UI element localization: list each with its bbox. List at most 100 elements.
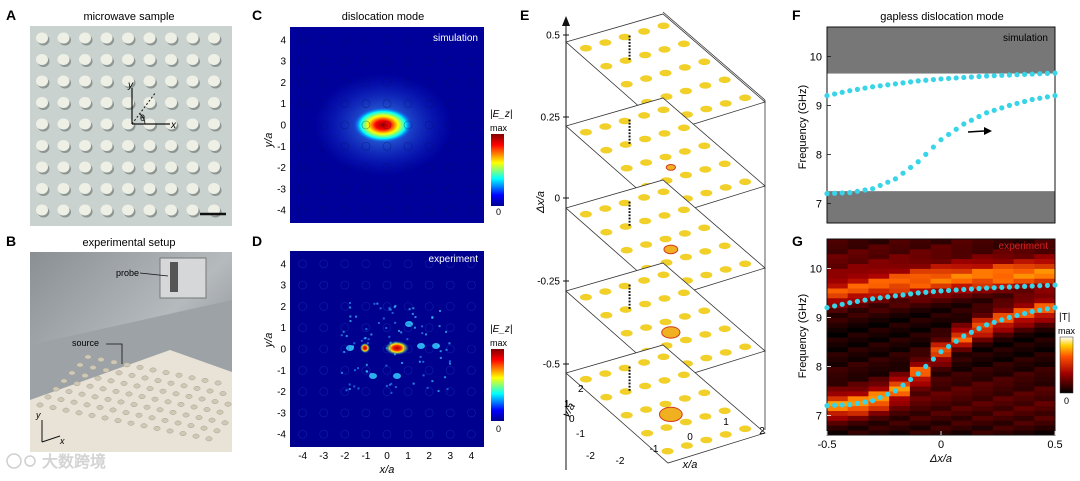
heatmap-cell [972, 278, 994, 284]
cbar-label-d: |E_z| [490, 324, 512, 335]
heatmap-cell [827, 268, 849, 274]
heatmap-cell [847, 263, 869, 269]
band-point [854, 86, 861, 92]
noise-pixel [340, 334, 343, 337]
band-point [877, 394, 883, 401]
heatmap-cell [972, 332, 994, 338]
band-point [953, 338, 959, 344]
noise-pixel [394, 321, 397, 324]
heatmap-cell [909, 239, 932, 245]
heatmap-cell [847, 405, 869, 411]
heatmap-cell [1013, 415, 1035, 421]
heatmap-cell [827, 258, 849, 264]
rod [718, 242, 731, 250]
band-point [885, 391, 891, 397]
band-point [999, 72, 1005, 78]
heatmap-cell [847, 415, 869, 421]
noise-pixel [376, 302, 379, 305]
heatmap-cell [889, 332, 911, 338]
heatmap-cell [930, 317, 952, 323]
rod [599, 123, 612, 130]
heatmap-cell [847, 410, 869, 416]
pillar [89, 365, 97, 371]
angle-arc [139, 113, 146, 125]
noise-pixel [389, 308, 392, 311]
band-point [946, 131, 952, 138]
heatmap-cell [951, 386, 973, 392]
band-point [961, 121, 967, 127]
heatmap-cell [930, 390, 952, 397]
heatmap-cell [909, 292, 932, 299]
rod-outline [361, 99, 371, 108]
rod-outline [298, 120, 307, 130]
band-point [824, 93, 830, 99]
rod-outline [424, 56, 434, 66]
rod-outline [467, 99, 476, 108]
heatmap-cell [1013, 327, 1035, 333]
heatmap-cell [1034, 405, 1056, 411]
rod [659, 69, 672, 77]
rod-outline [319, 259, 329, 269]
pillar [65, 389, 73, 395]
rod [700, 189, 713, 197]
x-tick-label-e: -2 [616, 456, 625, 467]
band-point [1044, 306, 1050, 312]
localized-mode-exp [385, 341, 409, 355]
x-tick-label-e: 1 [723, 417, 729, 428]
band-point [953, 287, 959, 293]
noise-pixel [385, 384, 388, 387]
noise-pixel [431, 380, 434, 383]
pillar [153, 425, 161, 431]
rod-outline [361, 163, 371, 172]
rod [678, 230, 691, 237]
rod-outline [467, 366, 476, 375]
heatmap-cell [827, 302, 849, 309]
rod-outline [467, 78, 476, 87]
heatmap-cell [951, 307, 973, 313]
pillar [130, 402, 138, 408]
heatmap-cell [992, 405, 1015, 411]
axis-y-label-b: y [35, 410, 41, 420]
pillar [159, 388, 167, 394]
heatmap-cell [847, 376, 869, 382]
pillar [79, 140, 91, 151]
rod [739, 178, 752, 186]
xlabel-d: x/a [379, 464, 395, 476]
rod-outline [319, 142, 329, 151]
heatmap-cell [847, 395, 869, 402]
heatmap-cell [972, 395, 994, 402]
noise-pixel [355, 315, 358, 318]
heatmap-cell [909, 346, 932, 353]
dislocation-line [628, 291, 631, 293]
heatmap-cell [827, 395, 849, 402]
y-tick-label: 7 [816, 198, 822, 210]
pillar [81, 373, 89, 379]
heatmap-cell [827, 292, 849, 299]
heatmap-cell [847, 356, 869, 362]
x-tick-label: -4 [298, 451, 307, 462]
heatmap-cell [868, 317, 890, 323]
xlabel-g: Δx/a [929, 453, 952, 465]
pillar [104, 396, 112, 402]
dislocation-line [628, 132, 631, 135]
y-tick-label: 0 [280, 345, 286, 356]
localized-mode-exp-left [360, 343, 370, 353]
pillar [128, 372, 136, 378]
rod-outline [445, 302, 455, 311]
y-tick-label: 4 [280, 35, 286, 46]
y-tick-label: -1 [277, 142, 286, 153]
noise-pixel [370, 333, 373, 336]
heatmap-cell [889, 239, 911, 245]
rod-outline [298, 387, 307, 396]
heatmap-cell [951, 248, 973, 255]
rod [661, 447, 674, 455]
heatmap-cell [827, 341, 849, 348]
heatmap-cell [889, 317, 911, 323]
heatmap-cell [992, 381, 1015, 387]
rod-outline [467, 387, 476, 396]
rod [600, 393, 613, 401]
noise-pixel [357, 387, 360, 390]
rod-outline [319, 280, 329, 290]
rod-outline [298, 408, 307, 418]
x-tick-label: -1 [361, 451, 370, 462]
